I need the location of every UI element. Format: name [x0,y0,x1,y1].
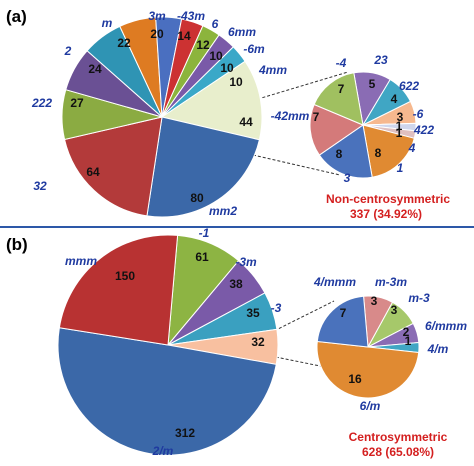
caption-b-name: Centrosymmetric [349,430,448,444]
value-label: 10 [229,75,243,89]
group-label: -42mm [271,109,310,123]
value-label: 2 [403,325,410,339]
group-label: -43m [177,9,205,23]
value-label: 5 [369,77,376,91]
group-label: 4/m [427,342,449,356]
group-label: -3m [235,255,257,269]
group-label: 3 [344,171,351,185]
value-label: 7 [313,110,320,124]
pie-slice [57,327,277,456]
value-label: 38 [229,277,243,291]
pie-slice [313,72,364,126]
pie-slice [63,116,163,217]
value-label: 4 [391,92,398,106]
value-label: 44 [239,115,253,129]
group-label: m-3 [408,291,430,305]
group-label: -6m [243,42,265,56]
group-label: 422 [413,123,434,137]
value-label: 312 [175,426,195,440]
pie-slice [362,124,415,178]
group-label: 1 [397,161,404,175]
group-label: 6mm [228,25,256,39]
value-label: 14 [177,29,191,43]
panel-b-label: (b) [6,235,28,254]
value-label: 3 [397,110,404,124]
group-label: 4/mmm [313,275,356,289]
group-label: 32 [33,179,47,193]
value-label: 64 [86,165,100,179]
group-label: 4 [408,141,416,155]
pie-slice [160,60,263,141]
connector-line-a-top [247,71,349,103]
group-label: m [102,16,113,30]
value-label: 10 [220,61,234,75]
pie-slice [318,124,373,179]
value-label: 32 [251,335,265,349]
value-label: 3 [391,303,398,317]
value-label: 10 [209,49,223,63]
caption-b-value: 628 (65.08%) [362,445,434,459]
caption-a-name: Non-centrosymmetric [326,192,450,206]
value-label: 12 [196,38,210,52]
value-label: 24 [88,62,102,76]
pie-slice [58,234,179,346]
group-label: -6 [413,107,424,121]
group-label: m-3m [375,275,407,289]
group-label: 3m [148,9,166,23]
value-label: 20 [150,27,164,41]
value-label: 16 [348,372,362,386]
value-label: 1 [396,119,403,133]
group-label: -4 [336,56,347,70]
connector-line-b-top [269,300,335,334]
group-label: 4mm [258,63,287,77]
value-label: 35 [246,306,260,320]
value-label: 1 [396,126,403,140]
group-label: -1 [199,226,210,240]
pie-slice [316,295,369,348]
group-label: 6/m [360,399,381,413]
pie-slice [316,340,420,399]
group-label: 2 [64,44,72,58]
group-label: 222 [31,96,52,110]
group-label: 622 [399,79,419,93]
pie-slice [86,25,163,118]
value-label: 8 [375,146,382,160]
pie-slice [309,103,365,156]
value-label: 1 [405,334,412,348]
value-label: 27 [70,96,84,110]
value-label: 7 [338,82,345,96]
value-label: 150 [115,269,135,283]
caption-a-value: 337 (34.92%) [350,207,422,221]
group-label: mm2 [209,204,237,218]
group-label: -3 [271,301,282,315]
value-label: 61 [195,250,209,264]
group-label: 6/mmm [425,319,467,333]
pie-slice [146,116,260,218]
value-label: 3 [371,294,378,308]
panel-a-label: (a) [6,7,27,26]
value-label: 7 [340,306,347,320]
group-label: 23 [373,53,388,67]
value-label: 8 [336,147,343,161]
group-label: 6 [212,17,219,31]
value-label: 22 [117,36,131,50]
group-label: mmm [65,254,97,268]
value-label: 80 [190,191,204,205]
group-label: 2/m [152,444,174,458]
